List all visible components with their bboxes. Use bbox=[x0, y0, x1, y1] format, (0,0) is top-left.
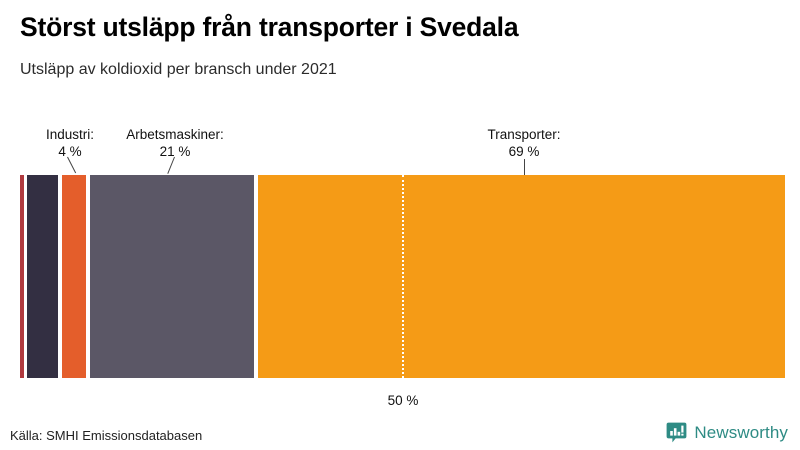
newsworthy-logo[interactable]: Newsworthy bbox=[666, 422, 788, 443]
chart-subtitle: Utsläpp av koldioxid per bransch under 2… bbox=[20, 61, 337, 78]
bar-segment-transporter[interactable] bbox=[258, 175, 785, 378]
bar-chart-bubble-icon bbox=[666, 422, 687, 443]
annotation-arbetsmaskiner: Arbetsmaskiner: 21 % bbox=[105, 126, 245, 160]
annotation-industri-value: 4 % bbox=[58, 144, 82, 159]
annotation-arbetsmaskiner-label: Arbetsmaskiner: bbox=[126, 127, 224, 142]
annotation-transporter-value: 69 % bbox=[508, 144, 540, 159]
leader-line-transporter bbox=[524, 159, 525, 175]
page-title: Störst utsläpp från transporter i Svedal… bbox=[20, 12, 519, 42]
annotation-transporter: Transporter: 69 % bbox=[454, 126, 594, 160]
annotation-industri-label: Industri: bbox=[45, 127, 95, 142]
annotation-industri: Industri: 4 % bbox=[0, 126, 140, 160]
stacked-bar bbox=[20, 175, 785, 378]
annotation-transporter-label: Transporter: bbox=[487, 127, 561, 142]
gridline-50-percent-label: 50 % bbox=[387, 393, 419, 408]
bar-segment-industri[interactable] bbox=[62, 175, 86, 378]
gridline-50-percent bbox=[402, 175, 404, 378]
newsworthy-wordmark: Newsworthy bbox=[694, 422, 788, 442]
bar-segment-1[interactable] bbox=[20, 175, 24, 378]
bar-segment-arbetsmaskiner[interactable] bbox=[90, 175, 254, 378]
bar-segment-2[interactable] bbox=[27, 175, 58, 378]
annotation-arbetsmaskiner-value: 21 % bbox=[159, 144, 191, 159]
source-note: Källa: SMHI Emissionsdatabasen bbox=[10, 428, 203, 443]
